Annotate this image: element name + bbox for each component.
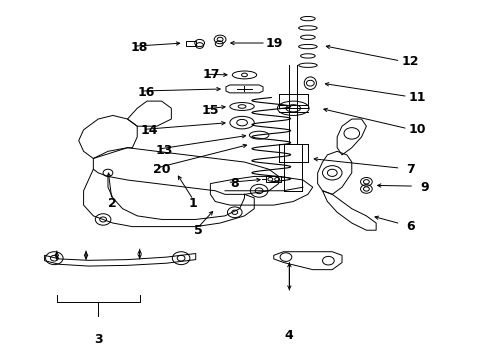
Text: 20: 20 [153, 163, 170, 176]
Text: 11: 11 [408, 91, 426, 104]
Text: 17: 17 [202, 68, 220, 81]
Text: 19: 19 [264, 37, 282, 50]
Text: 15: 15 [201, 104, 219, 117]
Text: 8: 8 [230, 177, 239, 190]
Text: 4: 4 [284, 329, 292, 342]
Text: 2: 2 [108, 197, 117, 210]
Text: 14: 14 [141, 124, 158, 137]
Text: 7: 7 [405, 163, 414, 176]
Text: 12: 12 [401, 55, 418, 68]
Text: 1: 1 [188, 197, 197, 210]
Text: 16: 16 [137, 86, 154, 99]
Text: 5: 5 [193, 224, 202, 237]
Text: 6: 6 [405, 220, 414, 233]
Text: 18: 18 [131, 41, 148, 54]
Text: 10: 10 [408, 123, 426, 136]
Text: 13: 13 [155, 144, 172, 157]
Text: 3: 3 [94, 333, 102, 346]
Text: 9: 9 [420, 181, 428, 194]
